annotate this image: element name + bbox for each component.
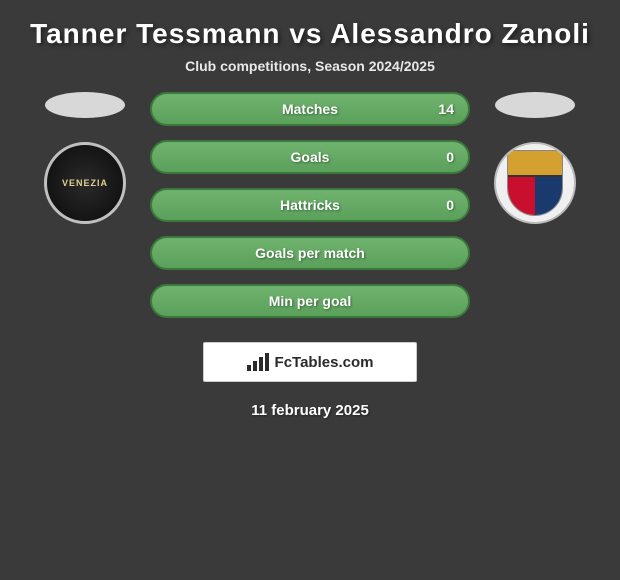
stat-value-right: 0: [446, 149, 454, 165]
page-title: Tanner Tessmann vs Alessandro Zanoli: [0, 0, 620, 58]
stat-label: Goals per match: [255, 245, 365, 261]
comparison-content: VENEZIA Matches 14 Goals 0 Hattricks 0 G…: [0, 92, 620, 318]
player-left-column: VENEZIA: [40, 92, 130, 224]
stat-label: Matches: [282, 101, 338, 117]
page-subtitle: Club competitions, Season 2024/2025: [0, 58, 620, 92]
date-text: 11 february 2025: [0, 402, 620, 419]
stat-row-matches: Matches 14: [150, 92, 470, 126]
stat-label: Hattricks: [280, 197, 340, 213]
player-right-ellipse: [495, 92, 575, 118]
club-crest-right: [494, 142, 576, 224]
stat-value-right: 14: [438, 101, 454, 117]
branding-box: FcTables.com: [203, 342, 417, 382]
stat-row-hattricks: Hattricks 0: [150, 188, 470, 222]
stat-row-min-per-goal: Min per goal: [150, 284, 470, 318]
player-right-column: [490, 92, 580, 224]
branding-text: FcTables.com: [275, 354, 374, 371]
stat-label: Min per goal: [269, 293, 351, 309]
club-crest-left: VENEZIA: [44, 142, 126, 224]
stats-column: Matches 14 Goals 0 Hattricks 0 Goals per…: [150, 92, 470, 318]
stat-row-goals-per-match: Goals per match: [150, 236, 470, 270]
stat-label: Goals: [291, 149, 330, 165]
stat-row-goals: Goals 0: [150, 140, 470, 174]
bar-chart-icon: [247, 353, 269, 371]
stat-value-right: 0: [446, 197, 454, 213]
club-crest-right-shield: [507, 150, 563, 216]
club-crest-left-label: VENEZIA: [62, 178, 108, 188]
player-left-ellipse: [45, 92, 125, 118]
